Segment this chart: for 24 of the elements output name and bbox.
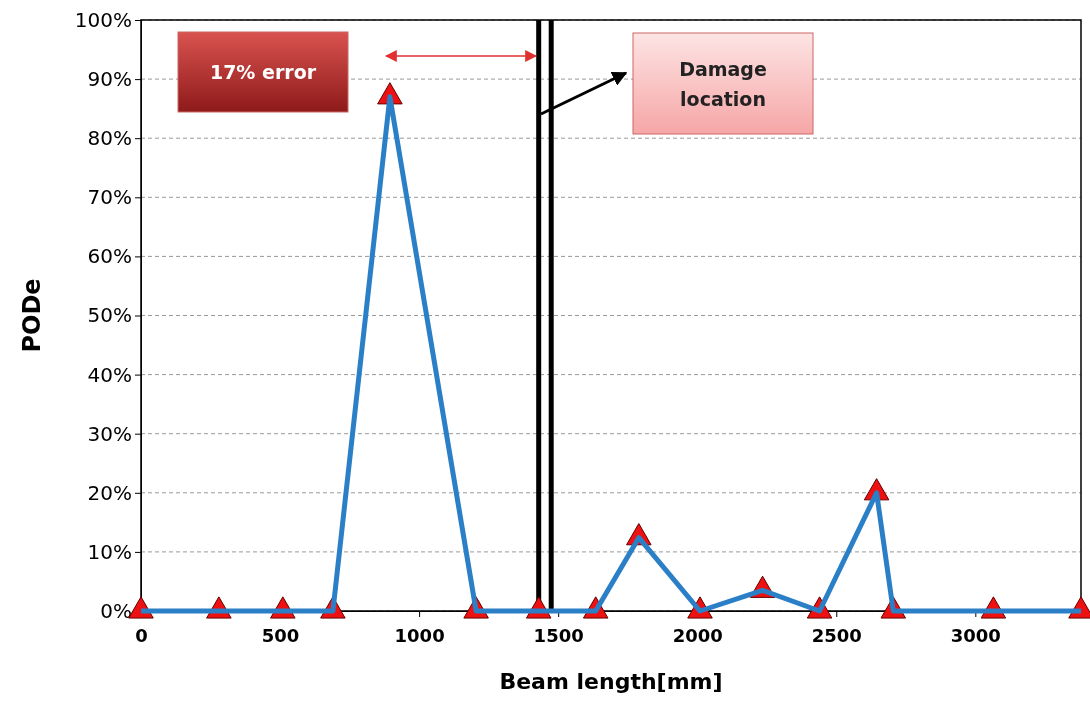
y-tick-label: 0% [100,598,132,623]
y-tick-label: 80% [87,126,132,151]
annotation: 17% error [209,61,317,83]
annotation: Damage location [679,57,767,110]
y-tick-label: 90% [87,67,132,91]
y-tick-label: 70% [87,185,132,210]
x-axis-title: Beam length[mm] [499,669,723,694]
y-tick-label: 40% [87,362,132,387]
y-tick-label: 10% [87,539,132,564]
x-tick-label: 2000 [672,624,723,646]
callout-box: Damage location [632,32,814,135]
x-tick-label: 1500 [533,624,584,646]
x-tick-label: 500 [261,624,300,646]
y-tick-label: 100% [74,7,132,32]
y-axis-title: PODe [18,278,46,353]
callout-box: 17% error [177,31,349,113]
y-tick-label: 30% [87,421,132,446]
y-tick-label: 60% [87,244,132,269]
y-tick-label: 50% [87,303,132,328]
y-tick-label: 20% [87,480,132,505]
x-tick-label: 2500 [811,624,862,646]
x-tick-label: 3000 [950,624,1001,646]
x-tick-label: 1000 [394,624,445,646]
x-tick-label: 0 [135,624,148,646]
